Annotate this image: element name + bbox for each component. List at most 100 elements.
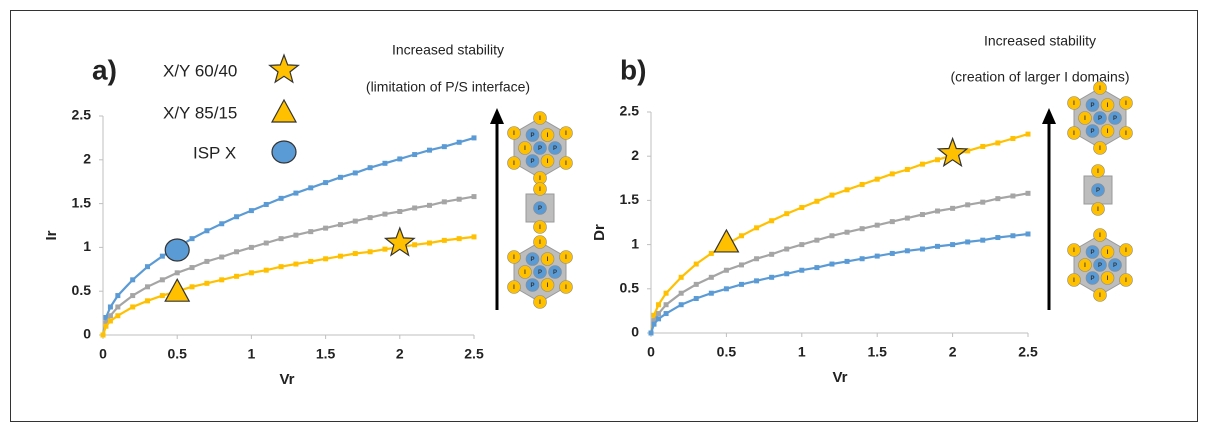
x-tick-label: 0 — [99, 346, 107, 362]
data-point — [145, 264, 151, 270]
data-point — [382, 246, 388, 252]
data-point — [204, 228, 210, 234]
data-point — [308, 258, 314, 264]
data-point — [352, 251, 358, 257]
data-point — [708, 250, 714, 256]
particle-letter: P — [538, 146, 542, 152]
data-point — [159, 253, 165, 259]
particle-letter: P — [538, 206, 542, 212]
data-point — [278, 264, 284, 270]
x-tick-label: 2.5 — [464, 346, 484, 362]
particle — [525, 252, 540, 266]
particle — [1085, 98, 1100, 112]
particle-letter: I — [1125, 101, 1127, 107]
particle-letter: I — [565, 255, 567, 261]
arrow-head — [490, 108, 504, 124]
data-point — [100, 332, 106, 338]
data-point — [708, 290, 714, 296]
particle — [1078, 258, 1092, 272]
data-point — [115, 304, 121, 310]
data-point — [456, 196, 462, 202]
star-marker — [383, 226, 416, 257]
legend-label: X/Y 85/15 — [163, 103, 237, 122]
data-point — [130, 277, 136, 283]
data-point — [693, 261, 699, 267]
data-point — [738, 262, 744, 268]
data-point — [263, 201, 269, 207]
triangle-marker — [164, 277, 191, 302]
particle — [1119, 243, 1133, 257]
data-point — [919, 246, 925, 252]
data-point — [678, 290, 684, 296]
particle — [1093, 81, 1107, 95]
data-point — [904, 215, 910, 221]
annotation: (limitation of P/S interface) — [366, 79, 530, 95]
data-point — [441, 144, 447, 150]
x-tick-label: 0.5 — [717, 344, 737, 360]
data-point — [874, 253, 880, 259]
particle-letter: P — [1090, 129, 1094, 135]
particle — [507, 280, 521, 294]
data-point — [293, 232, 299, 238]
legend-label: X/Y 60/40 — [163, 61, 237, 80]
y-tick-label: 0.5 — [72, 282, 92, 298]
particle-letter: P — [1096, 188, 1100, 194]
particle — [533, 141, 547, 155]
particle-letter: I — [513, 255, 515, 261]
data-point — [248, 208, 254, 214]
particle — [1091, 202, 1105, 216]
particle-letter: I — [1073, 101, 1075, 107]
data-point — [693, 296, 699, 302]
particle — [1100, 245, 1115, 259]
particle-letter: P — [1090, 103, 1094, 109]
y-tick-label: 2.5 — [620, 103, 640, 119]
particle-letter: I — [547, 133, 549, 139]
annotation: (creation of larger I domains) — [951, 69, 1130, 85]
particle — [1067, 126, 1081, 140]
particle — [1085, 271, 1100, 285]
data-point — [159, 277, 165, 283]
particle — [1085, 245, 1100, 259]
data-point — [656, 316, 662, 322]
particle — [548, 141, 562, 155]
particle-letter: I — [524, 270, 526, 276]
x-tick-label: 2 — [396, 346, 404, 362]
circle-marker — [164, 238, 190, 262]
particle-letter: I — [1073, 131, 1075, 137]
data-point — [799, 242, 805, 248]
particle — [1093, 288, 1107, 302]
data-point — [980, 237, 986, 243]
y-tick-label: 0 — [83, 326, 91, 342]
particle — [1119, 273, 1133, 287]
x-tick-label: 1 — [798, 344, 806, 360]
data-point — [950, 205, 956, 211]
star-marker — [936, 136, 969, 168]
particle-letter: I — [547, 257, 549, 263]
data-point — [874, 176, 880, 182]
data-point — [723, 286, 729, 292]
particle — [525, 128, 540, 142]
data-point — [263, 240, 269, 246]
data-point — [397, 208, 403, 214]
particle-letter: I — [1107, 103, 1109, 109]
x-axis-title: Vr — [279, 371, 294, 388]
data-point — [115, 293, 121, 299]
y-tick-label: 2 — [83, 151, 91, 167]
particle-letter: I — [565, 131, 567, 137]
data-point — [995, 140, 1001, 146]
data-point — [219, 221, 225, 227]
particle-letter: P — [553, 146, 557, 152]
annotation: Increased stability — [984, 33, 1096, 49]
particle — [1067, 273, 1081, 287]
data-point — [889, 171, 895, 177]
particle-letter: I — [539, 116, 541, 122]
y-tick-label: 0.5 — [620, 280, 640, 296]
particle — [1119, 96, 1133, 110]
data-point — [935, 208, 941, 214]
data-point — [471, 234, 477, 240]
particle-letter: I — [565, 161, 567, 167]
particle-letter: I — [539, 187, 541, 193]
data-point — [678, 274, 684, 280]
data-point — [441, 237, 447, 243]
particle-letter: P — [530, 283, 534, 289]
